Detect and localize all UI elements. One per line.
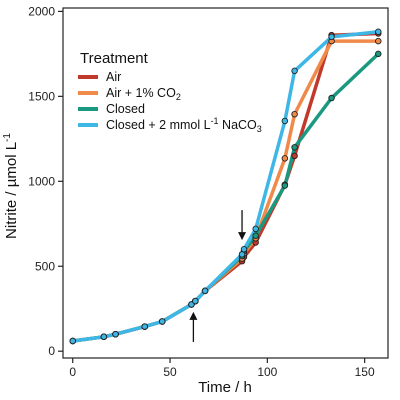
legend-label-closed-naco3-sub: 3 bbox=[257, 124, 262, 134]
data-point bbox=[281, 182, 289, 189]
data-point bbox=[375, 37, 382, 45]
plot-frame bbox=[62, 7, 389, 359]
y-axis-title-main: Nitrite / µmol L bbox=[3, 142, 20, 239]
y-axis-title: Nitrite / µmol L-1 bbox=[2, 133, 20, 239]
legend-label-air-co2-sub: 2 bbox=[176, 92, 181, 102]
data-point bbox=[291, 144, 298, 151]
x-axis-ticks: 0 50 100 150 bbox=[69, 358, 375, 379]
data-point bbox=[291, 110, 298, 118]
y-tick-label: 500 bbox=[35, 259, 55, 273]
data-point bbox=[281, 155, 289, 162]
legend-label-closed-naco3-sup: -1 bbox=[211, 116, 219, 126]
y-tick-label: 2000 bbox=[28, 4, 55, 18]
x-axis-title: Time / h bbox=[198, 379, 252, 396]
legend-label-air-co2-main: Air + 1% CO bbox=[106, 86, 176, 100]
legend-label-closed: Closed bbox=[106, 102, 145, 116]
data-point bbox=[375, 28, 382, 36]
arrow-head bbox=[189, 311, 198, 320]
data-point bbox=[192, 297, 199, 305]
data-point bbox=[69, 337, 76, 345]
y-tick-label: 1000 bbox=[28, 174, 55, 188]
legend-label-closed-naco3-main: Closed + 2 mmol L bbox=[106, 118, 211, 132]
legend-title: Treatment bbox=[80, 50, 149, 67]
annotation-arrows bbox=[189, 210, 247, 342]
data-point bbox=[240, 246, 248, 253]
data-point bbox=[201, 287, 209, 295]
legend-label-air: Air bbox=[106, 70, 121, 84]
data-point bbox=[112, 330, 119, 338]
data-point bbox=[281, 117, 289, 125]
data-point bbox=[375, 50, 382, 58]
data-point bbox=[291, 152, 298, 160]
x-tick-label: 0 bbox=[69, 365, 76, 379]
data-point bbox=[159, 318, 166, 325]
y-tick-label: 0 bbox=[48, 344, 55, 358]
legend-label-closed-naco3: Closed + 2 mmol L-1 NaCO3 bbox=[106, 116, 262, 134]
legend-label-closed-naco3-end: NaCO bbox=[219, 118, 257, 132]
legend-label-air-co2: Air + 1% CO2 bbox=[106, 86, 181, 102]
y-axis-ticks: 0 500 1000 1500 2000 bbox=[28, 4, 63, 358]
data-point bbox=[328, 33, 335, 41]
y-tick-label: 1500 bbox=[28, 89, 55, 103]
points-layer bbox=[69, 28, 382, 345]
data-point bbox=[328, 94, 335, 102]
data-point bbox=[291, 67, 298, 75]
data-point bbox=[252, 225, 259, 233]
x-tick-label: 100 bbox=[257, 365, 277, 379]
data-point bbox=[141, 323, 148, 330]
x-tick-label: 150 bbox=[355, 365, 375, 379]
x-tick-label: 50 bbox=[163, 365, 177, 379]
y-axis-title-sup: -1 bbox=[2, 133, 13, 142]
arrow-head bbox=[238, 232, 247, 241]
data-point bbox=[252, 232, 259, 239]
data-point bbox=[100, 333, 108, 341]
legend: Treatment Air Air + 1% CO2 Closed Closed… bbox=[78, 50, 262, 134]
